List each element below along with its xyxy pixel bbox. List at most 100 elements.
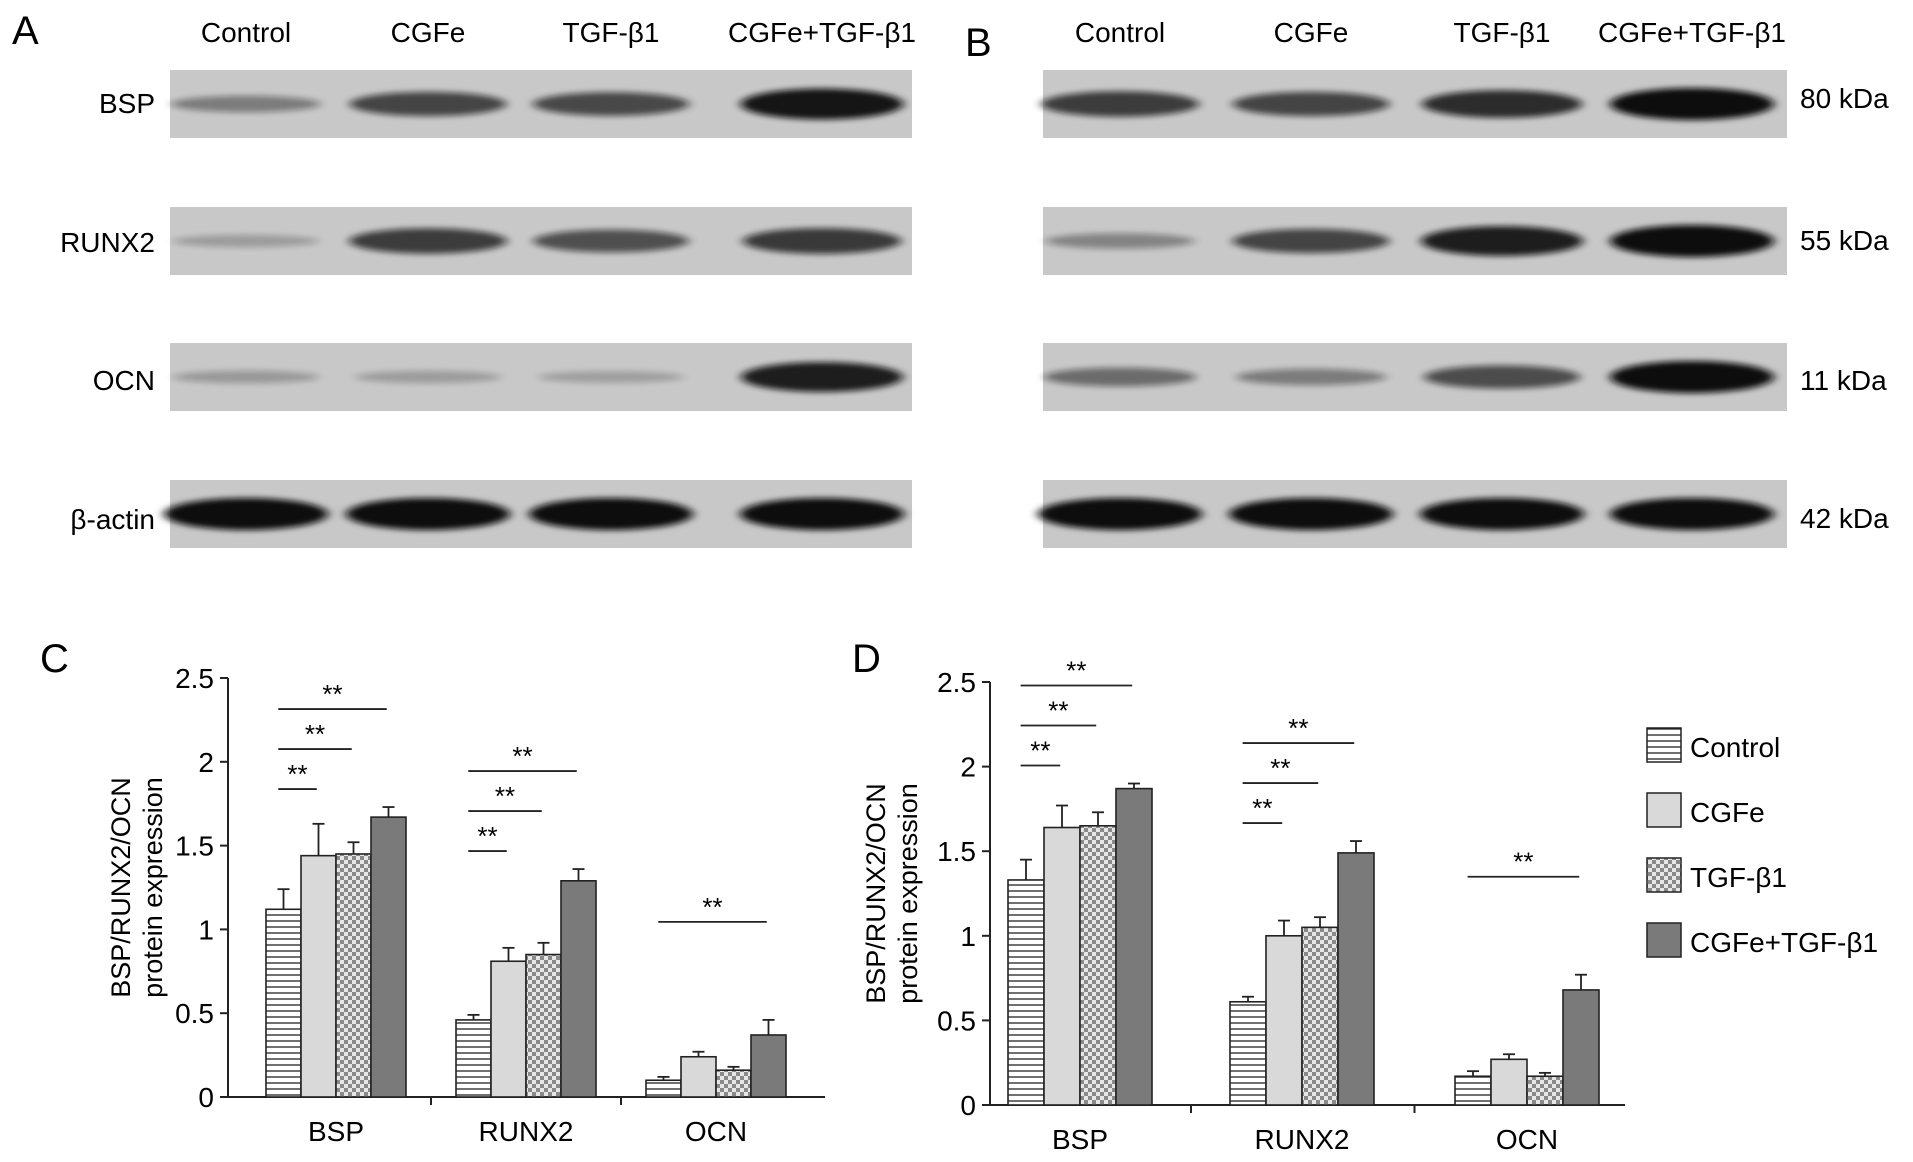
blot-band-a-0-2 [532,92,690,116]
chart-c-xtick-label-1: RUNX2 [479,1116,574,1147]
blot-band-b-3-0 [1038,498,1202,530]
chart-c-bar-cgfe-bsp [300,854,337,1098]
chart-c-sig-label-1: ** [305,719,325,749]
legend-label-control: Control [1690,732,1780,763]
chart-c-sig-label-4: ** [495,781,515,811]
panel-d: D BSP/RUNX2/OCNprotein expression 0 0.5 1 1.… [852,637,1625,1155]
chart-c-bar-combo-ocn [750,1034,787,1098]
chart-d-bar-control-bsp [1007,879,1045,1106]
blot-band-b-0-0 [1041,91,1199,117]
chart-c-bar-control-ocn [645,1079,682,1098]
panel-a-letter: A [12,9,39,53]
blot-band-b-2-2 [1424,365,1580,389]
blot-band-b-3-1 [1229,498,1393,530]
blot-band-a-3-1 [346,498,510,530]
blot-band-a-2-0 [172,370,320,384]
legend-swatch-control [1646,727,1682,763]
chart-d-ytick-label-5: 2.5 [937,667,976,698]
chart-d-bar-tgf-runx2 [1301,926,1339,1106]
legend-label-combo: CGFe+TGF-β1 [1690,927,1878,958]
chart-d-ytick-label-4: 2 [960,752,976,783]
panel-b-blots [1038,70,1787,548]
blot-band-b-2-0 [1044,367,1196,387]
blot-band-b-0-2 [1422,90,1582,118]
chart-d-ytick-label-0: 0 [960,1090,976,1121]
panel-a-row-actin: β-actin [70,504,155,535]
chart-c-sig-label-2: ** [322,679,342,709]
panel-a: A Control CGFe TGF-β1 CGFe+TGF-β1 BSP RU… [12,9,916,548]
chart-d-bar-cgfe-bsp [1043,826,1081,1106]
panel-a-lane-tgf: TGF-β1 [563,17,660,48]
panel-b-letter: B [965,21,992,65]
panel-b-lane-tgf: TGF-β1 [1454,17,1551,48]
blot-band-a-3-0 [164,498,328,530]
chart-c-bar-combo-runx2 [560,879,597,1098]
panel-b-lane-combo: CGFe+TGF-β1 [1598,17,1786,48]
legend-label-tgf: TGF-β1 [1690,862,1787,893]
chart-d-sig-label-2: ** [1066,656,1086,686]
blot-band-a-1-2 [533,229,689,253]
panel-a-row-runx2: RUNX2 [60,227,155,258]
chart-c-bar-tgf-bsp [335,853,372,1098]
chart-c-bar-combo-bsp [370,816,407,1098]
panel-b-lane-cgfe: CGFe [1274,17,1349,48]
chart-d-ytick-label-1: 0.5 [937,1005,976,1036]
blot-band-a-3-3 [740,498,904,530]
chart-c-bar-cgfe-runx2 [490,960,527,1098]
panel-b-size-ocn: 11 kDa [1800,365,1887,396]
legend: Control CGFe TGF-β1 CGFe+TGF-β1 [1646,727,1878,958]
blot-band-b-0-3 [1610,88,1774,120]
blot-band-b-3-3 [1610,498,1774,530]
blot-band-b-0-1 [1232,91,1390,117]
chart-d-bar-cgfe-runx2 [1265,934,1303,1106]
panel-b: B Control CGFe TGF-β1 CGFe+TGF-β1 80 kDa… [965,17,1889,548]
chart-d-sig-label-4: ** [1270,753,1290,783]
chart-d-bar-control-runx2 [1229,1000,1267,1106]
legend-swatch-cgfe [1646,792,1682,828]
chart-c-ylabel: BSP/RUNX2/OCNprotein expression [106,777,168,998]
blot-band-a-2-3 [741,362,903,392]
chart-d-bar-control-ocn [1454,1075,1492,1106]
chart-c-sig-label-0: ** [287,759,307,789]
blot-band-a-0-3 [740,88,904,120]
panel-a-row-bsp: BSP [99,88,155,119]
blot-band-b-2-3 [1610,361,1774,393]
chart-c-ytick-label-4: 2 [198,747,214,778]
chart-c-bar-tgf-ocn [715,1069,752,1098]
chart-c-xtick-label-2: OCN [685,1116,747,1147]
chart-d-ytick-label-3: 1.5 [937,836,976,867]
panel-c-chart: BSP/RUNX2/OCNprotein expression 0 0.5 1 1.5 2… [106,663,825,1147]
chart-c-xtick-label-0: BSP [308,1116,364,1147]
chart-c-sig-label-3: ** [477,821,497,851]
chart-d-sig-label-3: ** [1252,793,1272,823]
chart-d-sig-label-6: ** [1513,847,1533,877]
panel-b-size-bsp: 80 kDa [1800,83,1889,114]
chart-c-ytick-label-5: 2.5 [175,663,214,694]
chart-d-xtick-label-1: RUNX2 [1255,1124,1350,1155]
chart-d-ylabel: BSP/RUNX2/OCNprotein expression [861,783,923,1004]
legend-swatch-combo [1646,922,1682,958]
blot-band-b-2-1 [1236,368,1386,386]
chart-c-bar-control-bsp [265,908,302,1098]
chart-d-bar-combo-ocn [1562,989,1600,1106]
chart-d-bar-combo-runx2 [1337,852,1375,1106]
chart-c-bar-cgfe-ocn [680,1055,717,1098]
blot-band-a-0-0 [171,95,321,113]
chart-d-ytick-label-2: 1 [960,921,976,952]
chart-c-ytick-label-3: 1.5 [175,831,214,862]
chart-c-bar-control-runx2 [455,1019,492,1098]
panel-a-lane-combo: CGFe+TGF-β1 [728,17,916,48]
panel-a-row-ocn: OCN [93,365,155,396]
blot-band-b-1-1 [1232,228,1390,254]
blot-band-a-3-2 [529,498,693,530]
blot-band-a-0-1 [349,91,507,117]
panel-a-lane-control: Control [201,17,291,48]
chart-c-sig-label-5: ** [512,741,532,771]
panel-d-chart: BSP/RUNX2/OCNprotein expression 0 0.5 1 1.5 2… [861,656,1625,1155]
blot-band-a-2-1 [355,370,501,384]
chart-c-ytick-label-2: 1 [198,914,214,945]
chart-d-sig-label-0: ** [1030,736,1050,766]
blot-band-a-1-1 [349,228,507,254]
chart-d-bar-combo-bsp [1115,787,1153,1106]
